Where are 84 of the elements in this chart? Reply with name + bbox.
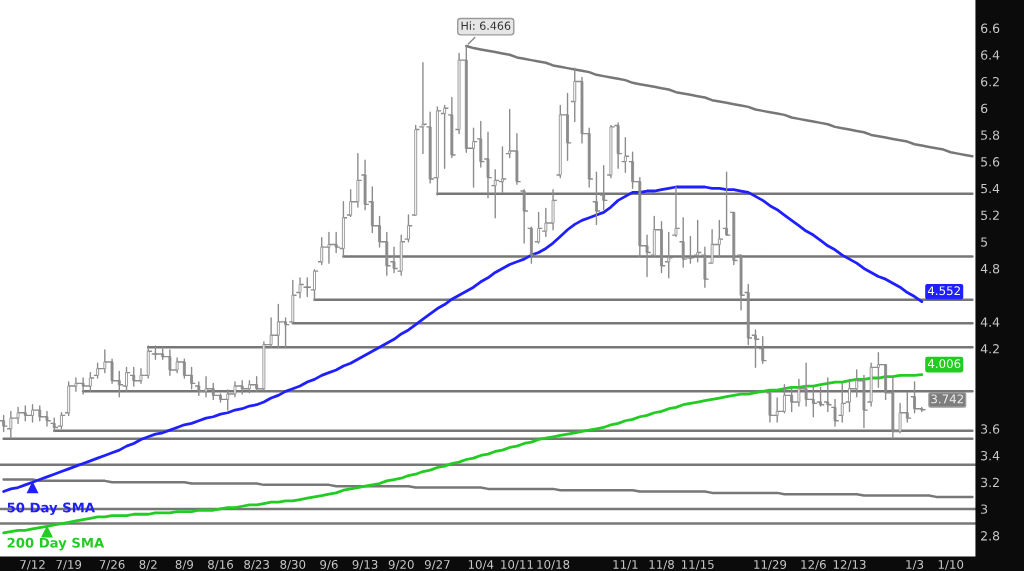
candlestick [824, 377, 832, 413]
candlestick [751, 329, 760, 369]
y-tick-label: 3 [981, 504, 988, 514]
candlestick [599, 164, 608, 211]
candlestick [339, 201, 348, 258]
y-tick-label: 5.8 [981, 130, 1000, 140]
candlestick [440, 104, 449, 169]
candlestick [50, 417, 58, 433]
candlestick [672, 186, 680, 238]
candlestick [57, 412, 66, 430]
line-series [2, 185, 924, 493]
x-tick-label: 10/4 [468, 559, 494, 570]
x-tick-label: 9/13 [352, 559, 378, 570]
candlestick [122, 366, 131, 393]
candlestick [838, 382, 846, 423]
line-series [465, 44, 974, 158]
x-tick-label: 8/23 [244, 559, 269, 570]
y-tick-label: 6 [981, 103, 988, 114]
x-tick-label: 8/9 [175, 559, 194, 570]
x-tick-label: 9/27 [424, 559, 450, 570]
y-tick-label: 5.4 [981, 183, 1000, 194]
candlestick [693, 219, 702, 263]
y-tick-label: 5 [981, 237, 988, 247]
candlestick [744, 283, 752, 346]
candlestick [289, 279, 297, 324]
y-tick-label: 6.2 [981, 76, 999, 87]
candlestick [527, 226, 536, 264]
y-tick-label: 5.2 [981, 210, 999, 220]
candlestick [816, 386, 825, 407]
candlestick [722, 171, 731, 236]
x-tick-label: 1/3 [906, 559, 924, 570]
y-tick-label: 6.4 [981, 50, 1000, 60]
x-tick-label: 8/2 [139, 559, 157, 570]
data-label: 4.006 [927, 359, 961, 369]
x-tick-label: 7/26 [99, 559, 125, 570]
candlestick [310, 269, 319, 302]
x-tick-label: 10/11 [501, 559, 533, 570]
x-tick-label: 9/20 [388, 559, 414, 570]
x-tick-label: 11/8 [649, 559, 674, 570]
text: 3.742 [931, 394, 963, 404]
candlestick [397, 234, 405, 276]
x-tick-label: 11/15 [681, 560, 714, 570]
candlestick [0, 414, 8, 433]
candlestick [498, 146, 507, 194]
x-tick-label: 8/30 [280, 559, 306, 570]
y-tick-label: 3.6 [981, 424, 1000, 434]
x-tick-label: 8/16 [208, 559, 234, 570]
x-tick-label: 10/18 [537, 559, 570, 570]
y-tick-label: 4.8 [980, 263, 1000, 274]
candlestick [433, 106, 442, 196]
x-tick-label: 11/29 [754, 559, 787, 570]
candlestick [491, 168, 499, 219]
legend-label: 50 Day SMA [7, 502, 95, 516]
y-tick-label: 4.2 [980, 344, 999, 354]
annotation: Hi: 6.466 [461, 21, 511, 30]
y-tick-label: 3.4 [981, 450, 1000, 461]
candlestick [520, 188, 528, 244]
candlestick [621, 136, 630, 174]
x-tick-label: 1/10 [938, 559, 964, 570]
candlestick [534, 211, 543, 244]
y-tick-label: 3.2 [981, 477, 999, 488]
y-tick-label: 6.6 [981, 23, 1000, 33]
x-tick-label: 9/6 [320, 559, 338, 570]
candlestick [592, 171, 601, 226]
line-series [2, 478, 974, 499]
candlestick [831, 398, 839, 427]
candlestick [411, 124, 420, 216]
candlestick [758, 335, 767, 365]
x-tick-label: 12/6 [801, 559, 826, 570]
x-tick-label: 7/19 [56, 559, 82, 570]
x-tick-label: 12/13 [833, 559, 866, 570]
candlestick [686, 235, 695, 264]
y-tick-label: 5.6 [981, 157, 1000, 167]
candlestick [303, 277, 311, 298]
legend-label: 200 Day SMA [7, 537, 105, 551]
candlestick [404, 214, 413, 243]
x-tick-label: 7/12 [20, 559, 45, 570]
candlestick [679, 217, 687, 268]
data-label: 4.552 [927, 286, 960, 296]
y-tick-label: 2.8 [981, 531, 1000, 541]
candlestick [296, 277, 304, 299]
x-tick-label: 11/1 [613, 560, 638, 570]
candlestick [665, 231, 673, 279]
y-tick-label: 4.4 [980, 317, 1000, 327]
